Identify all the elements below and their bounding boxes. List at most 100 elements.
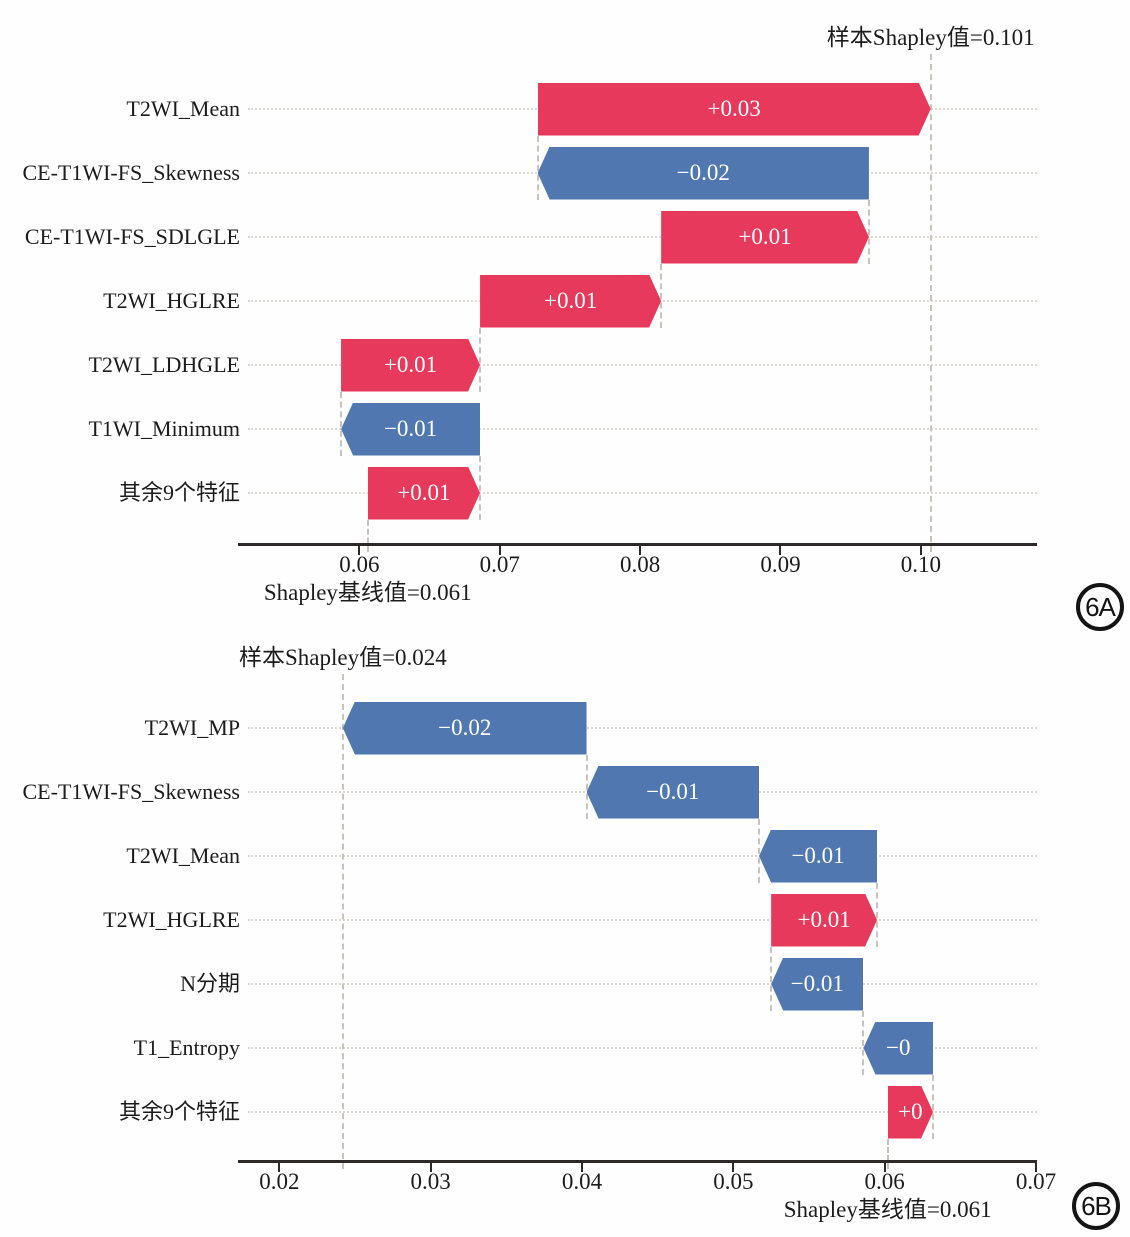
feature-label-T1_Entropy: T1_Entropy bbox=[133, 1035, 240, 1060]
connector-line-6A-0 bbox=[536, 135, 539, 200]
connector-line-6A-4 bbox=[340, 391, 343, 456]
shap-value-label: +0.01 bbox=[738, 223, 792, 249]
shap-value-label: +0.03 bbox=[707, 95, 761, 121]
feature-label-CE-T1WI-FS_Skewness: CE-T1WI-FS_Skewness bbox=[22, 160, 240, 185]
x-axis-tick-0.09 bbox=[779, 546, 782, 555]
shap-bar-T2WI_HGLRE: +0.01 bbox=[771, 894, 877, 947]
shap-value-label: +0 bbox=[898, 1098, 923, 1124]
gridline-6A-row4 bbox=[248, 364, 1037, 366]
shap-bar-T2WI_MP: −0.02 bbox=[342, 701, 587, 755]
connector-line-6B-4 bbox=[862, 1010, 865, 1075]
sample-shapley-annotation-6A: 样本Shapley值=0.101 bbox=[826, 25, 1035, 50]
feature-label-CE-T1WI-FS_SDLGLE: CE-T1WI-FS_SDLGLE bbox=[24, 224, 240, 249]
shap-bar-N分期: −0.01 bbox=[771, 957, 864, 1011]
shap-bar-T2WI_Mean: +0.03 bbox=[538, 83, 931, 136]
shap-value-label: +0.01 bbox=[543, 287, 598, 313]
baseline-line-6A bbox=[366, 519, 369, 552]
feature-label-其余9个特征: 其余9个特征 bbox=[118, 480, 240, 505]
x-axis-tick-0.03 bbox=[429, 1163, 432, 1172]
gridline-6B-row2 bbox=[248, 855, 1037, 857]
baseline-line-6B bbox=[886, 1138, 889, 1169]
shap-value-label: −0.02 bbox=[438, 714, 492, 740]
shap-bar-T1WI_Minimum: −0.01 bbox=[341, 402, 481, 456]
gridline-6B-row3 bbox=[248, 919, 1037, 921]
gridline-6A-row6 bbox=[248, 492, 1037, 494]
feature-label-T1WI_Minimum: T1WI_Minimum bbox=[88, 416, 240, 441]
feature-label-N分期: N分期 bbox=[180, 971, 240, 996]
shap-value-label: −0.01 bbox=[383, 415, 438, 441]
connector-line-6B-1 bbox=[758, 818, 761, 883]
shap-bar-CE-T1WI-FS_SDLGLE: +0.01 bbox=[661, 211, 869, 264]
feature-label-T2WI_HGLRE: T2WI_HGLRE bbox=[103, 907, 240, 932]
shap-value-label: +0.01 bbox=[383, 351, 438, 377]
connector-line-6B-5 bbox=[932, 1074, 935, 1139]
shap-bar-CE-T1WI-FS_Skewness: −0.01 bbox=[586, 765, 760, 819]
x-axis-tick-0.07 bbox=[1035, 1163, 1037, 1172]
shap-bar-T2WI_Mean: −0.01 bbox=[759, 829, 878, 883]
figure-label-6A: 6A bbox=[1085, 592, 1116, 622]
shap-value-label: −0.01 bbox=[646, 778, 700, 804]
x-axis-6B bbox=[238, 1160, 1037, 1163]
gridline-6B-row0 bbox=[248, 727, 1037, 729]
x-axis-tick-label-0.07: 0.07 bbox=[479, 552, 520, 577]
connector-line-6B-0 bbox=[585, 754, 588, 819]
shap-value-label: −0.02 bbox=[676, 159, 730, 185]
feature-label-T2WI_MP: T2WI_MP bbox=[144, 715, 240, 740]
figure-label-6B: 6B bbox=[1081, 1191, 1112, 1221]
shap-value-label: −0 bbox=[886, 1034, 911, 1060]
shap-bar-T1_Entropy: −0 bbox=[863, 1021, 934, 1075]
feature-label-其余9个特征: 其余9个特征 bbox=[118, 1099, 240, 1124]
x-axis-tick-label-0.06: 0.06 bbox=[339, 552, 380, 577]
x-axis-tick-label-0.03: 0.03 bbox=[410, 1169, 451, 1194]
sample-shapley-annotation-6B: 样本Shapley值=0.024 bbox=[238, 645, 447, 670]
gridline-6A-row2 bbox=[248, 236, 1037, 238]
x-axis-tick-0.05 bbox=[732, 1163, 735, 1172]
x-axis-tick-0.02 bbox=[278, 1163, 281, 1172]
shap-value-label: −0.01 bbox=[791, 842, 845, 868]
x-axis-6A bbox=[238, 543, 1037, 546]
feature-label-T2WI_Mean: T2WI_Mean bbox=[126, 843, 240, 868]
shap-value-label: +0.01 bbox=[797, 906, 851, 932]
feature-label-T2WI_HGLRE: T2WI_HGLRE bbox=[103, 288, 240, 313]
shap-value-label: +0.01 bbox=[397, 479, 451, 505]
gridline-6A-row5 bbox=[248, 428, 1037, 430]
x-axis-tick-0.10 bbox=[919, 546, 922, 555]
connector-line-6A-1 bbox=[867, 199, 870, 264]
connector-line-6A-3 bbox=[479, 327, 482, 392]
gridline-6B-row6 bbox=[248, 1111, 1037, 1113]
figure-label-6A-badge: 6A bbox=[1076, 583, 1124, 631]
feature-label-CE-T1WI-FS_Skewness: CE-T1WI-FS_Skewness bbox=[22, 779, 240, 804]
x-axis-tick-label-0.09: 0.09 bbox=[760, 552, 801, 577]
x-axis-tick-label-0.04: 0.04 bbox=[561, 1169, 603, 1194]
shap-bar-T2WI_HGLRE: +0.01 bbox=[480, 275, 661, 328]
feature-label-T2WI_Mean: T2WI_Mean bbox=[126, 96, 240, 121]
shap-bar-T2WI_LDHGLE: +0.01 bbox=[341, 339, 480, 392]
x-axis-tick-label-0.08: 0.08 bbox=[619, 552, 661, 577]
gridline-6B-row5 bbox=[248, 1047, 1037, 1049]
shap-bar-其余9个特征: +0 bbox=[888, 1086, 933, 1139]
connector-line-6B-2 bbox=[876, 882, 879, 947]
x-axis-tick-0.08 bbox=[639, 546, 642, 555]
sample-value-line-6B bbox=[341, 674, 344, 1169]
shap-bar-CE-T1WI-FS_Skewness: −0.02 bbox=[537, 146, 869, 200]
shap-value-label: −0.01 bbox=[790, 970, 844, 996]
x-axis-tick-label-0.07: 0.07 bbox=[1015, 1169, 1057, 1194]
sample-value-line-6A bbox=[929, 54, 932, 552]
x-axis-tick-label-0.02: 0.02 bbox=[259, 1169, 300, 1194]
x-axis-tick-0.04 bbox=[581, 1163, 583, 1172]
connector-line-6A-2 bbox=[660, 263, 663, 328]
x-axis-tick-0.06 bbox=[883, 1163, 886, 1172]
x-axis-tick-label-0.05: 0.05 bbox=[713, 1169, 754, 1194]
x-axis-tick-0.07 bbox=[498, 546, 501, 555]
baseline-annotation-6B: Shapley基线值=0.061 bbox=[783, 1197, 992, 1222]
x-axis-tick-label-0.10: 0.10 bbox=[900, 552, 941, 577]
x-axis-tick-0.06 bbox=[358, 546, 361, 555]
figure-label-6B-badge: 6B bbox=[1072, 1182, 1120, 1230]
connector-line-6A-5 bbox=[479, 455, 482, 520]
x-axis-tick-label-0.06: 0.06 bbox=[864, 1169, 905, 1194]
gridline-6B-row4 bbox=[248, 983, 1037, 985]
shap-bar-其余9个特征: +0.01 bbox=[368, 467, 480, 520]
feature-label-T2WI_LDHGLE: T2WI_LDHGLE bbox=[88, 352, 240, 377]
baseline-annotation-6A: Shapley基线值=0.061 bbox=[263, 580, 472, 605]
